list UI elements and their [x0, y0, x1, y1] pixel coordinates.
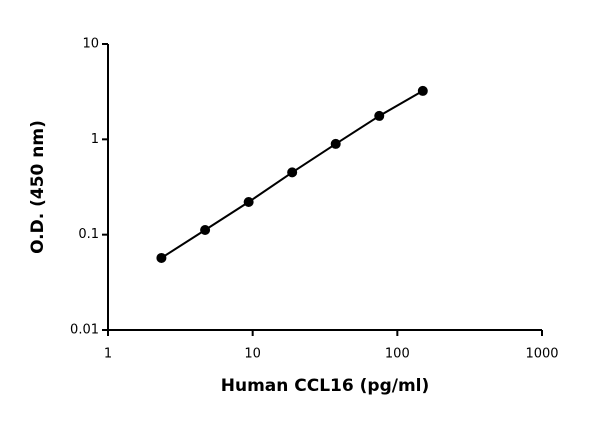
y-tick-label: 0.1: [78, 227, 99, 242]
data-point: [417, 85, 428, 96]
y-axis-title: O.D. (450 nm): [28, 120, 48, 254]
x-axis-title: Human CCL16 (pg/ml): [221, 376, 430, 396]
data-point: [287, 167, 298, 178]
y-tick-label: 1: [91, 132, 99, 147]
data-point: [374, 110, 385, 121]
y-tick-label: 10: [82, 37, 99, 52]
data-point: [243, 197, 254, 208]
data-point: [156, 252, 167, 263]
data-point: [330, 138, 341, 149]
x-tick-label: 10: [244, 347, 261, 362]
x-tick-label: 100: [385, 347, 410, 362]
x-tick-label: 1: [104, 347, 112, 362]
x-tick-label: 1000: [525, 347, 558, 362]
y-tick-label: 0.01: [70, 323, 99, 338]
data-point: [200, 224, 211, 235]
